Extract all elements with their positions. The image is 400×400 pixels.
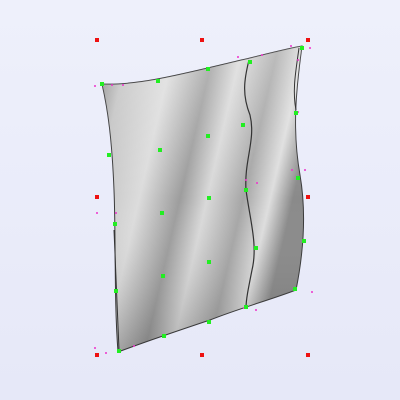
control-point[interactable] [294, 111, 298, 115]
control-point[interactable] [113, 222, 117, 226]
knot-marker [122, 84, 124, 86]
control-point[interactable] [244, 305, 248, 309]
control-point[interactable] [207, 320, 211, 324]
control-point[interactable] [248, 60, 252, 64]
knot-marker [304, 169, 306, 171]
control-point[interactable] [162, 334, 166, 338]
knot-marker [105, 352, 107, 354]
cage-handle[interactable] [95, 38, 99, 42]
knot-marker [245, 179, 247, 181]
cage-handles [95, 38, 310, 357]
control-point[interactable] [293, 287, 297, 291]
knot-marker [111, 84, 113, 86]
cage-handle[interactable] [306, 195, 310, 199]
knot-marker [297, 59, 299, 61]
knot-marker [255, 309, 257, 311]
knot-marker [115, 212, 117, 214]
knot-marker [291, 169, 293, 171]
knot-marker [256, 182, 258, 184]
control-point[interactable] [206, 67, 210, 71]
control-point[interactable] [156, 79, 160, 83]
knot-marker [290, 45, 292, 47]
knot-marker [309, 47, 311, 49]
control-point[interactable] [107, 153, 111, 157]
fold-edge-right [293, 47, 300, 111]
control-point[interactable] [160, 211, 164, 215]
control-point[interactable] [100, 82, 104, 86]
control-point[interactable] [207, 196, 211, 200]
control-points [100, 46, 306, 353]
cage-handle[interactable] [200, 38, 204, 42]
cage-handle[interactable] [306, 353, 310, 357]
knot-marker [261, 54, 263, 56]
control-point[interactable] [114, 289, 118, 293]
control-point[interactable] [161, 274, 165, 278]
cage-handle[interactable] [95, 353, 99, 357]
surface-shading [102, 46, 304, 352]
control-point[interactable] [207, 260, 211, 264]
control-point[interactable] [117, 349, 121, 353]
control-point[interactable] [302, 239, 306, 243]
cage-handle[interactable] [95, 195, 99, 199]
cage-handle[interactable] [200, 353, 204, 357]
cage-handle[interactable] [306, 38, 310, 42]
knot-marker [133, 345, 135, 347]
control-point[interactable] [158, 148, 162, 152]
control-point[interactable] [206, 134, 210, 138]
knot-marker [96, 212, 98, 214]
knot-marker [94, 347, 96, 349]
control-point[interactable] [254, 246, 258, 250]
control-point[interactable] [244, 188, 248, 192]
knot-marker [94, 85, 96, 87]
knot-markers [94, 45, 313, 354]
knot-marker [311, 291, 313, 293]
knot-marker [237, 56, 239, 58]
control-point[interactable] [300, 46, 304, 50]
control-point[interactable] [241, 123, 245, 127]
control-point[interactable] [296, 176, 300, 180]
